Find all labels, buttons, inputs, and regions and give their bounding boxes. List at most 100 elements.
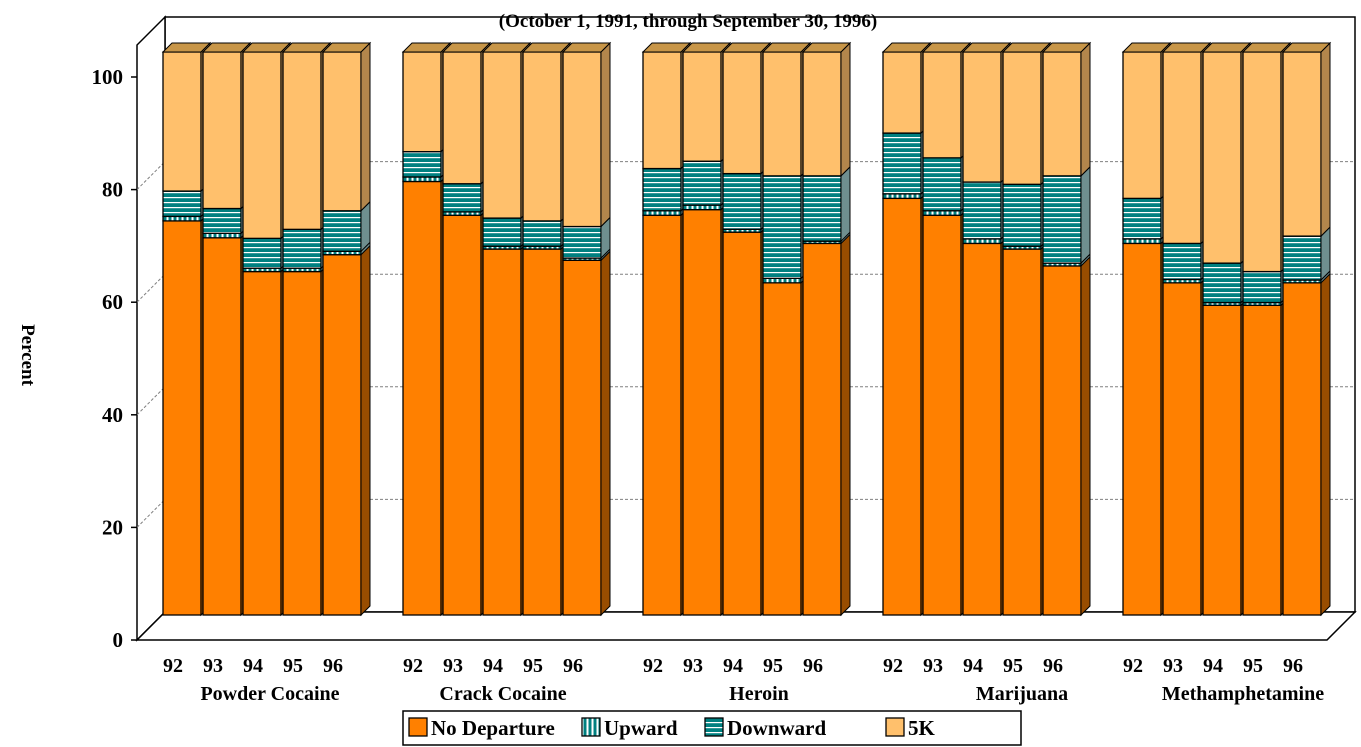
bar-upward (922, 210, 962, 216)
bar-side-fivek (840, 41, 851, 178)
bar-fivek (1042, 51, 1082, 177)
bar-no-departure (522, 248, 562, 616)
bar-side-no-departure (840, 233, 851, 617)
bar-downward (322, 210, 362, 252)
bar-fivek (402, 51, 442, 153)
bar-side-no-departure (600, 250, 611, 617)
x-tick-label: 94 (483, 655, 503, 677)
bar-upward (762, 277, 802, 284)
bar-fivek (922, 51, 962, 159)
bar-side-no-departure (1320, 272, 1331, 617)
bar-fivek (1162, 51, 1202, 245)
bar-no-departure (682, 208, 722, 616)
bar-group (401, 41, 612, 617)
category-label: Marijuana (976, 683, 1068, 705)
bar-side-fivek (1320, 41, 1331, 238)
bar-top (1121, 42, 1172, 53)
x-tick-label: 93 (443, 655, 463, 677)
x-tick-label: 94 (1203, 655, 1223, 677)
x-tick-label: 94 (963, 655, 983, 677)
bar-downward (1002, 183, 1042, 247)
bar-fivek (1202, 51, 1242, 264)
bar-fivek (762, 51, 802, 177)
bar-downward (882, 132, 922, 195)
legend-label: 5K (908, 716, 936, 740)
bar-top (241, 42, 292, 53)
bar-no-departure (1122, 242, 1162, 616)
bar-no-departure (322, 254, 362, 616)
legend-swatch-upward (581, 717, 601, 737)
bar-fivek (682, 51, 722, 162)
legend: No Departure Upward Downward 5K (402, 710, 1022, 746)
y-axis: 0 20 40 60 80 100 (92, 65, 137, 652)
bar-downward (722, 172, 762, 230)
bar-fivek (882, 51, 922, 134)
bar-fivek (802, 51, 842, 177)
bar-no-departure (1162, 282, 1202, 616)
bar-top (401, 42, 452, 53)
bar-top (561, 42, 612, 53)
bar-upward (882, 193, 922, 200)
side-wall (136, 15, 166, 642)
bar-side-downward (840, 165, 851, 243)
x-tick-label: 93 (683, 655, 703, 677)
bar-upward (1122, 238, 1162, 245)
bar-downward (202, 207, 242, 234)
bar-side-downward (1080, 165, 1091, 265)
bar-top (321, 42, 372, 53)
bar-no-departure (1002, 248, 1042, 616)
y-tick-label: 20 (102, 515, 123, 539)
bar-downward (1202, 262, 1242, 304)
bar-group (641, 41, 852, 617)
bar-top (161, 42, 212, 53)
bar-upward (642, 210, 682, 216)
legend-label: Downward (727, 716, 826, 740)
x-axis-labels: 92 93 94 95 96 92 93 94 95 96 92 93 94 95 96 92 93 94 95 96… (163, 655, 1324, 705)
bar-group (161, 41, 372, 617)
bar-fivek (442, 51, 482, 185)
x-tick-label: 92 (403, 655, 423, 677)
bar-downward (1162, 242, 1202, 281)
bar-fivek (202, 51, 242, 210)
bar-fivek (962, 51, 1002, 183)
bar-downward (1122, 197, 1162, 240)
bar-top (681, 42, 732, 53)
bar-downward (1282, 235, 1322, 281)
bar-top (1241, 42, 1292, 53)
y-tick-label: 40 (102, 403, 123, 427)
bar-downward (1042, 175, 1082, 264)
bar-side-no-departure (1080, 255, 1091, 617)
y-tick-label: 80 (102, 178, 123, 202)
bar-upward (402, 176, 442, 183)
bar-top (281, 42, 332, 53)
bar-fivek (282, 51, 322, 230)
category-label: Heroin (729, 683, 789, 705)
bar-no-departure (922, 214, 962, 616)
bar-fivek (242, 51, 282, 240)
bar-no-departure (282, 270, 322, 616)
y-tick-label: 100 (92, 65, 124, 89)
bar-fivek (562, 51, 602, 228)
side-gridline (136, 273, 166, 303)
floor (135, 611, 1357, 641)
category-label: Crack Cocaine (439, 683, 566, 705)
bar-fivek (1282, 51, 1322, 237)
y-axis-label: Percent (17, 324, 38, 387)
bar-fivek (1242, 51, 1282, 273)
bar-top (721, 42, 772, 53)
side-gridline (136, 161, 166, 190)
x-tick-label: 94 (723, 655, 743, 677)
y-tick-label: 60 (102, 290, 123, 314)
x-tick-label: 92 (643, 655, 663, 677)
x-tick-label: 96 (323, 655, 343, 677)
bar-fivek (322, 51, 362, 212)
bar-side-fivek (600, 41, 611, 228)
y-tick-label: 0 (113, 628, 124, 652)
bar-side-fivek (360, 41, 371, 212)
bar-no-departure (802, 242, 842, 616)
category-label: Methamphetamine (1162, 683, 1324, 705)
bar-no-departure (642, 214, 682, 616)
legend-items: No Departure Upward Downward 5K (408, 716, 936, 740)
bar-downward (162, 190, 202, 218)
